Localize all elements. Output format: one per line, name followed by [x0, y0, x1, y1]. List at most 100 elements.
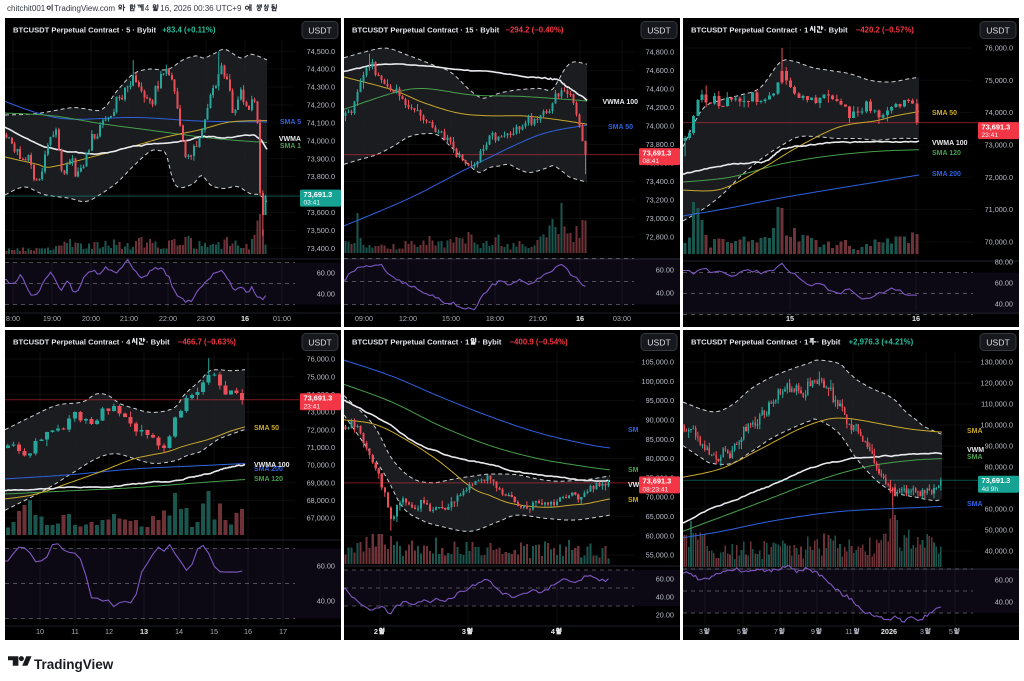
svg-text:74,000.0: 74,000.0 — [985, 108, 1013, 117]
svg-text:70,000.0: 70,000.0 — [307, 461, 335, 470]
svg-text:40.00: 40.00 — [317, 597, 335, 606]
svg-text:VWMA 100: VWMA 100 — [602, 99, 638, 106]
svg-text:130,000.0: 130,000.0 — [981, 358, 1013, 367]
svg-text:80.00: 80.00 — [995, 258, 1013, 267]
svg-text:74,800.0: 74,800.0 — [646, 48, 674, 57]
svg-text:3: 3 — [920, 627, 924, 636]
svg-text:73,400.0: 73,400.0 — [307, 244, 335, 253]
svg-text:75,000.0: 75,000.0 — [307, 372, 335, 381]
svg-text:74,100.0: 74,100.0 — [307, 119, 335, 128]
svg-text:73,691.3: 73,691.3 — [304, 394, 333, 403]
svg-text:03:00: 03:00 — [613, 314, 631, 323]
svg-text:72,800.0: 72,800.0 — [646, 233, 674, 242]
svg-text:76,000.0: 76,000.0 — [985, 44, 1013, 53]
svg-text:−294.2 (−0.40%): −294.2 (−0.40%) — [505, 26, 563, 35]
svg-text:BTCUSDT Perpetual Contract · 5: BTCUSDT Perpetual Contract · 5 · Bybit — [13, 26, 156, 35]
svg-text:15:00: 15:00 — [442, 314, 460, 323]
svg-text:40.00: 40.00 — [656, 289, 674, 298]
svg-text:10: 10 — [36, 627, 44, 636]
svg-text:90,000.0: 90,000.0 — [985, 442, 1013, 451]
svg-text:20:00: 20:00 — [82, 314, 100, 323]
svg-text:3: 3 — [699, 627, 703, 636]
svg-text:SMA 50: SMA 50 — [932, 110, 957, 117]
svg-text:VWMA 100: VWMA 100 — [932, 140, 968, 147]
svg-text:73,200.0: 73,200.0 — [646, 196, 674, 205]
svg-text:105,000.0: 105,000.0 — [642, 358, 674, 367]
svg-text:5: 5 — [949, 627, 953, 636]
svg-text:SMA 200: SMA 200 — [932, 171, 961, 178]
svg-text:16: 16 — [576, 314, 584, 323]
svg-text:4d 9h: 4d 9h — [982, 486, 999, 493]
svg-text:71,000.0: 71,000.0 — [985, 205, 1013, 214]
svg-text:SMA: SMA — [967, 454, 983, 461]
svg-text:+2,976.3 (+4.21%): +2,976.3 (+4.21%) — [849, 338, 914, 347]
svg-text:8:00: 8:00 — [6, 314, 20, 323]
svg-text:76,000.0: 76,000.0 — [307, 355, 335, 364]
svg-text:68,000.0: 68,000.0 — [307, 496, 335, 505]
svg-text:70,000.0: 70,000.0 — [646, 493, 674, 502]
svg-text:SMA: SMA — [967, 428, 983, 435]
svg-text:+83.4 (+0.11%): +83.4 (+0.11%) — [162, 26, 216, 35]
svg-text:· Bybit: · Bybit — [478, 338, 502, 347]
svg-text:BTCUSDT Perpetual Contract · 1: BTCUSDT Perpetual Contract · 1 — [691, 338, 809, 347]
svg-text:SMA 50: SMA 50 — [254, 425, 279, 432]
svg-text:chitchit001: chitchit001 — [7, 4, 46, 13]
svg-text:71,000.0: 71,000.0 — [307, 443, 335, 452]
svg-text:50,000.0: 50,000.0 — [985, 526, 1013, 535]
svg-text:SM: SM — [628, 427, 639, 434]
svg-text:74,300.0: 74,300.0 — [307, 83, 335, 92]
svg-text:VW: VW — [628, 482, 640, 489]
svg-text:· Bybit: · Bybit — [817, 338, 841, 347]
svg-text:60.00: 60.00 — [995, 576, 1013, 585]
svg-text:40.00: 40.00 — [317, 290, 335, 299]
svg-text:· Bybit: · Bybit — [146, 338, 170, 347]
svg-text:21:00: 21:00 — [120, 314, 138, 323]
svg-text:60.00: 60.00 — [317, 269, 335, 278]
svg-text:SMA: SMA — [967, 501, 983, 508]
svg-text:65,000.0: 65,000.0 — [646, 512, 674, 521]
svg-text:18:00: 18:00 — [486, 314, 504, 323]
svg-text:4: 4 — [551, 627, 556, 636]
svg-text:73,600.0: 73,600.0 — [307, 208, 335, 217]
svg-text:73,000.0: 73,000.0 — [646, 214, 674, 223]
svg-text:74,000.0: 74,000.0 — [307, 136, 335, 145]
svg-text:03:41: 03:41 — [304, 200, 321, 207]
svg-text:60,000.0: 60,000.0 — [646, 531, 674, 540]
svg-text:23:41: 23:41 — [304, 403, 321, 410]
svg-text:73,000.0: 73,000.0 — [307, 408, 335, 417]
svg-text:BTCUSDT Perpetual Contract · 1: BTCUSDT Perpetual Contract · 15 · Bybit — [352, 26, 500, 35]
svg-text:16: 16 — [912, 314, 920, 323]
svg-text:23:00: 23:00 — [197, 314, 215, 323]
svg-text:74,200.0: 74,200.0 — [307, 101, 335, 110]
svg-text:73,691.3: 73,691.3 — [643, 148, 672, 157]
svg-text:60.00: 60.00 — [995, 279, 1013, 288]
svg-text:67,000.0: 67,000.0 — [307, 514, 335, 523]
svg-text:SMA 50: SMA 50 — [608, 124, 633, 131]
svg-text:2026: 2026 — [881, 627, 897, 636]
svg-text:SMA 200: SMA 200 — [254, 466, 283, 473]
svg-text:15: 15 — [210, 627, 218, 636]
svg-text:20.00: 20.00 — [656, 611, 674, 620]
svg-text:7: 7 — [774, 627, 778, 636]
svg-text:15: 15 — [786, 314, 794, 323]
svg-text:70,000.0: 70,000.0 — [985, 237, 1013, 246]
svg-text:16: 16 — [244, 627, 252, 636]
svg-text:110,000.0: 110,000.0 — [981, 400, 1013, 409]
svg-text:08:41: 08:41 — [643, 158, 660, 165]
svg-text:11: 11 — [71, 627, 79, 636]
svg-text:73,500.0: 73,500.0 — [307, 226, 335, 235]
svg-text:73,691.3: 73,691.3 — [643, 477, 672, 486]
svg-text:74,400.0: 74,400.0 — [646, 85, 674, 94]
svg-text:USDT: USDT — [986, 338, 1010, 348]
svg-text:9: 9 — [811, 627, 815, 636]
svg-text:2: 2 — [374, 627, 378, 636]
svg-text:SMA 5: SMA 5 — [280, 119, 301, 126]
svg-text:VWMA 100: VWMA 100 — [254, 462, 290, 469]
svg-text:USDT: USDT — [986, 26, 1010, 36]
svg-text:3: 3 — [462, 627, 466, 636]
svg-text:75,000.0: 75,000.0 — [985, 76, 1013, 85]
svg-text:90,000.0: 90,000.0 — [646, 416, 674, 425]
svg-text:08:23:41: 08:23:41 — [643, 487, 669, 494]
svg-text:−466.7 (−0.63%): −466.7 (−0.63%) — [178, 338, 236, 347]
svg-text:12: 12 — [105, 627, 113, 636]
